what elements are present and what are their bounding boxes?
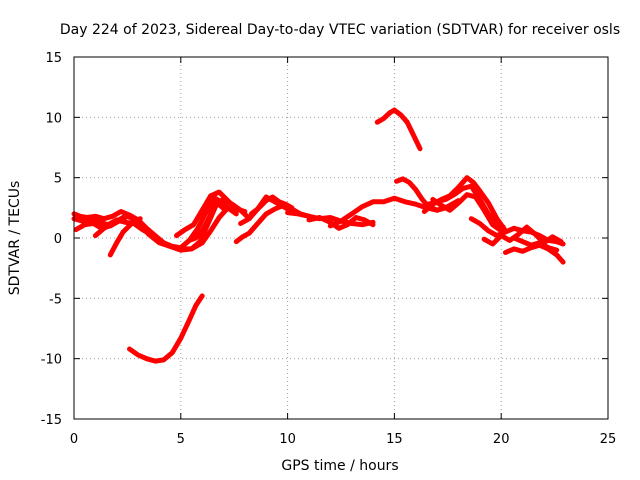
series-line-arc-13 — [306, 215, 376, 231]
y-tick-label: 5 — [54, 172, 62, 187]
x-axis-label: GPS time / hours — [281, 458, 398, 474]
y-tick-label: 15 — [45, 51, 62, 66]
x-tick-label: 0 — [70, 432, 78, 447]
y-tick-label: -15 — [41, 413, 62, 428]
axis-ticks: 0 5 10 15 20 25 15 10 5 0 -5 -10 -15 — [41, 51, 617, 447]
series-line-arc-21 — [481, 224, 564, 247]
series-line-arc-18 — [426, 183, 506, 230]
series-line-arc-23 — [511, 235, 560, 253]
y-tick-label: -5 — [49, 292, 62, 307]
x-tick-label: 25 — [600, 432, 617, 447]
y-axis-label: SDTVAR / TECUs — [7, 181, 23, 296]
x-tick-label: 20 — [493, 432, 510, 447]
y-tick-label: 10 — [45, 111, 62, 126]
y-tick-label: 0 — [54, 232, 62, 247]
series-line-arc-8 — [186, 196, 250, 243]
series-line-arc-12 — [285, 210, 376, 228]
series-line-arc-19 — [430, 192, 504, 234]
x-tick-label: 15 — [386, 432, 403, 447]
series-line-arc-5 — [107, 216, 143, 258]
x-tick-label: 5 — [177, 432, 185, 447]
series-line-arc-15 — [374, 107, 423, 152]
series-line-arc-6 — [127, 293, 205, 364]
y-tick-label: -10 — [41, 353, 62, 368]
chart-title: Day 224 of 2023, Sidereal Day-to-day VTE… — [60, 22, 620, 38]
series-group — [71, 107, 566, 364]
series-line-arc-4 — [92, 212, 130, 239]
series-line-arc-11 — [248, 194, 295, 217]
series-line-arc-3 — [73, 200, 229, 253]
x-tick-label: 10 — [279, 432, 296, 447]
series-line-arc-16 — [394, 176, 449, 213]
